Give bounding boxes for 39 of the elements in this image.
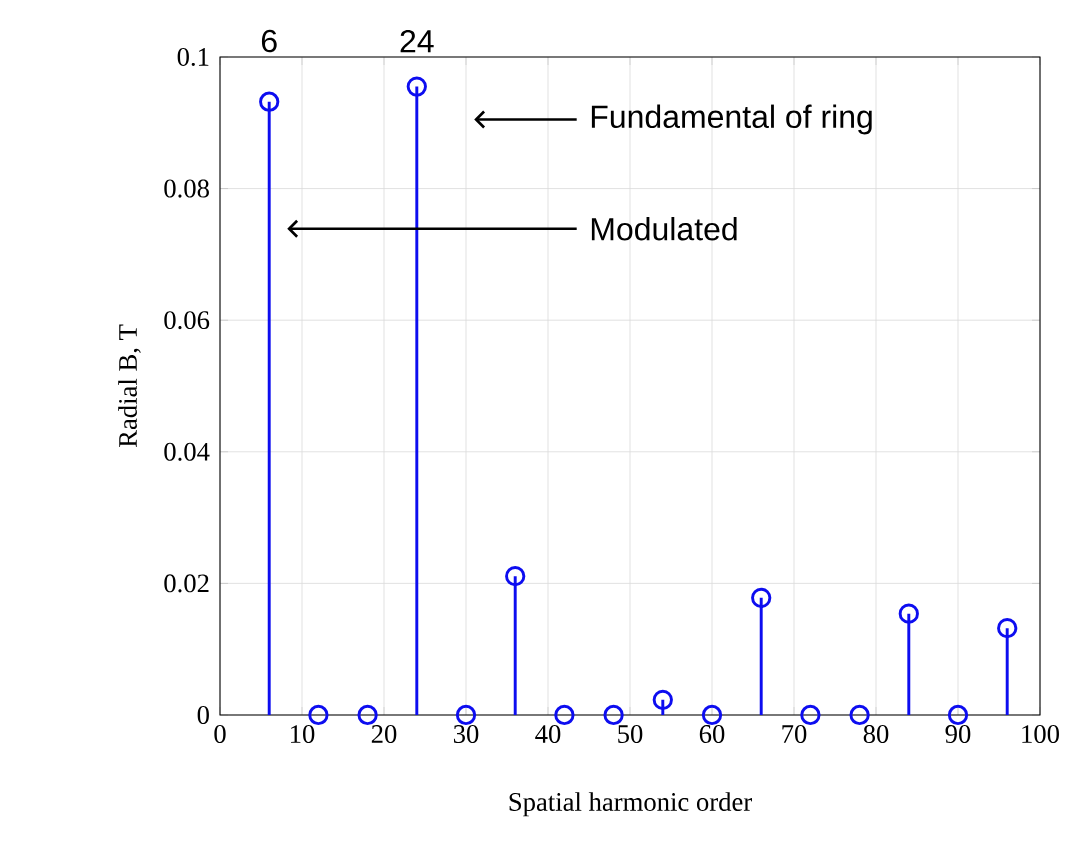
point	[554, 704, 575, 726]
y-tick-label: 0	[197, 705, 209, 724]
point	[652, 689, 673, 710]
x-tick-label: 50	[618, 725, 643, 744]
point	[947, 704, 969, 726]
point	[455, 704, 477, 726]
y-tick-label: 0.06	[164, 311, 210, 330]
x-tick-label: 40	[535, 725, 561, 744]
point	[603, 704, 624, 726]
point	[849, 704, 870, 726]
point	[800, 704, 821, 726]
point	[505, 566, 526, 587]
point	[701, 704, 723, 726]
point	[259, 91, 280, 112]
text: 24	[400, 29, 434, 53]
x-axis-title: Spatial harmonic order	[509, 792, 752, 817]
y-tick-label: 0.04	[164, 442, 210, 461]
point	[308, 704, 329, 726]
x-tick-label: 20	[371, 725, 397, 744]
y-tick-label: 0.08	[164, 179, 209, 198]
y-tick-label: 0.1	[177, 47, 209, 67]
x-tick-label: 90	[945, 725, 971, 744]
x-tick-label: 10	[291, 725, 315, 744]
annotation: Modulated	[591, 216, 737, 241]
x-tick-label: 0	[214, 725, 226, 744]
x-tick-label: 70	[782, 725, 807, 744]
y-tick-label: 0.02	[164, 574, 209, 593]
x-tick-label: 30	[453, 725, 479, 744]
point	[751, 587, 772, 608]
x-tick-label: 80	[863, 725, 889, 744]
annotation: Fundamental of ring	[591, 104, 872, 135]
point	[406, 76, 427, 97]
point	[898, 603, 919, 624]
x-tick-label: 60	[699, 725, 725, 744]
y-axis-title: Radial B, T	[118, 324, 141, 448]
text: 6	[261, 29, 277, 53]
point	[997, 617, 1018, 639]
x-tick-label: 100	[1022, 725, 1059, 744]
point	[357, 704, 378, 726]
